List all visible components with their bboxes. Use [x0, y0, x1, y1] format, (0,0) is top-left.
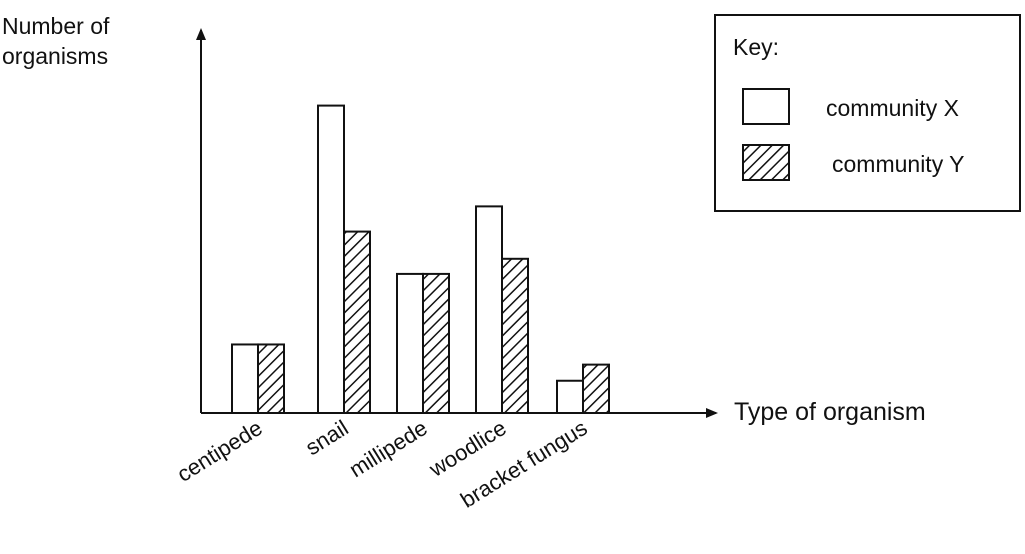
y-axis-label-line-1: Number of: [2, 13, 110, 39]
bar-woodlice-series-2: [501, 257, 529, 415]
x-tick-label-snail: snail: [301, 415, 353, 460]
x-axis-label: Type of organism: [734, 398, 926, 426]
bar-centipede-series-1: [231, 343, 259, 415]
legend: Key: community X community Y: [714, 14, 1021, 212]
bar-snail-series-1: [317, 104, 345, 414]
bar-bracket-fungus-series-2: [582, 363, 610, 415]
legend-title: Key:: [733, 34, 779, 60]
x-tick-label-centipede: centipede: [172, 415, 266, 487]
bar-millipede-series-1: [396, 272, 424, 414]
bar-centipede-series-2: [257, 343, 285, 415]
legend-swatch-community-x: [742, 88, 790, 125]
bars-group: [231, 104, 610, 415]
legend-swatch-community-y: [742, 144, 790, 181]
bar-snail-series-2: [343, 230, 371, 414]
legend-label-community-y: community Y: [832, 151, 965, 177]
bar-woodlice-series-1: [475, 205, 503, 414]
x-tick-label-millipede: millipede: [345, 415, 432, 482]
y-axis-label-line-2: organisms: [2, 43, 108, 69]
bar-bracket-fungus-series-1: [556, 379, 584, 415]
bar-millipede-series-2: [422, 272, 450, 414]
legend-label-community-x: community X: [826, 95, 959, 121]
